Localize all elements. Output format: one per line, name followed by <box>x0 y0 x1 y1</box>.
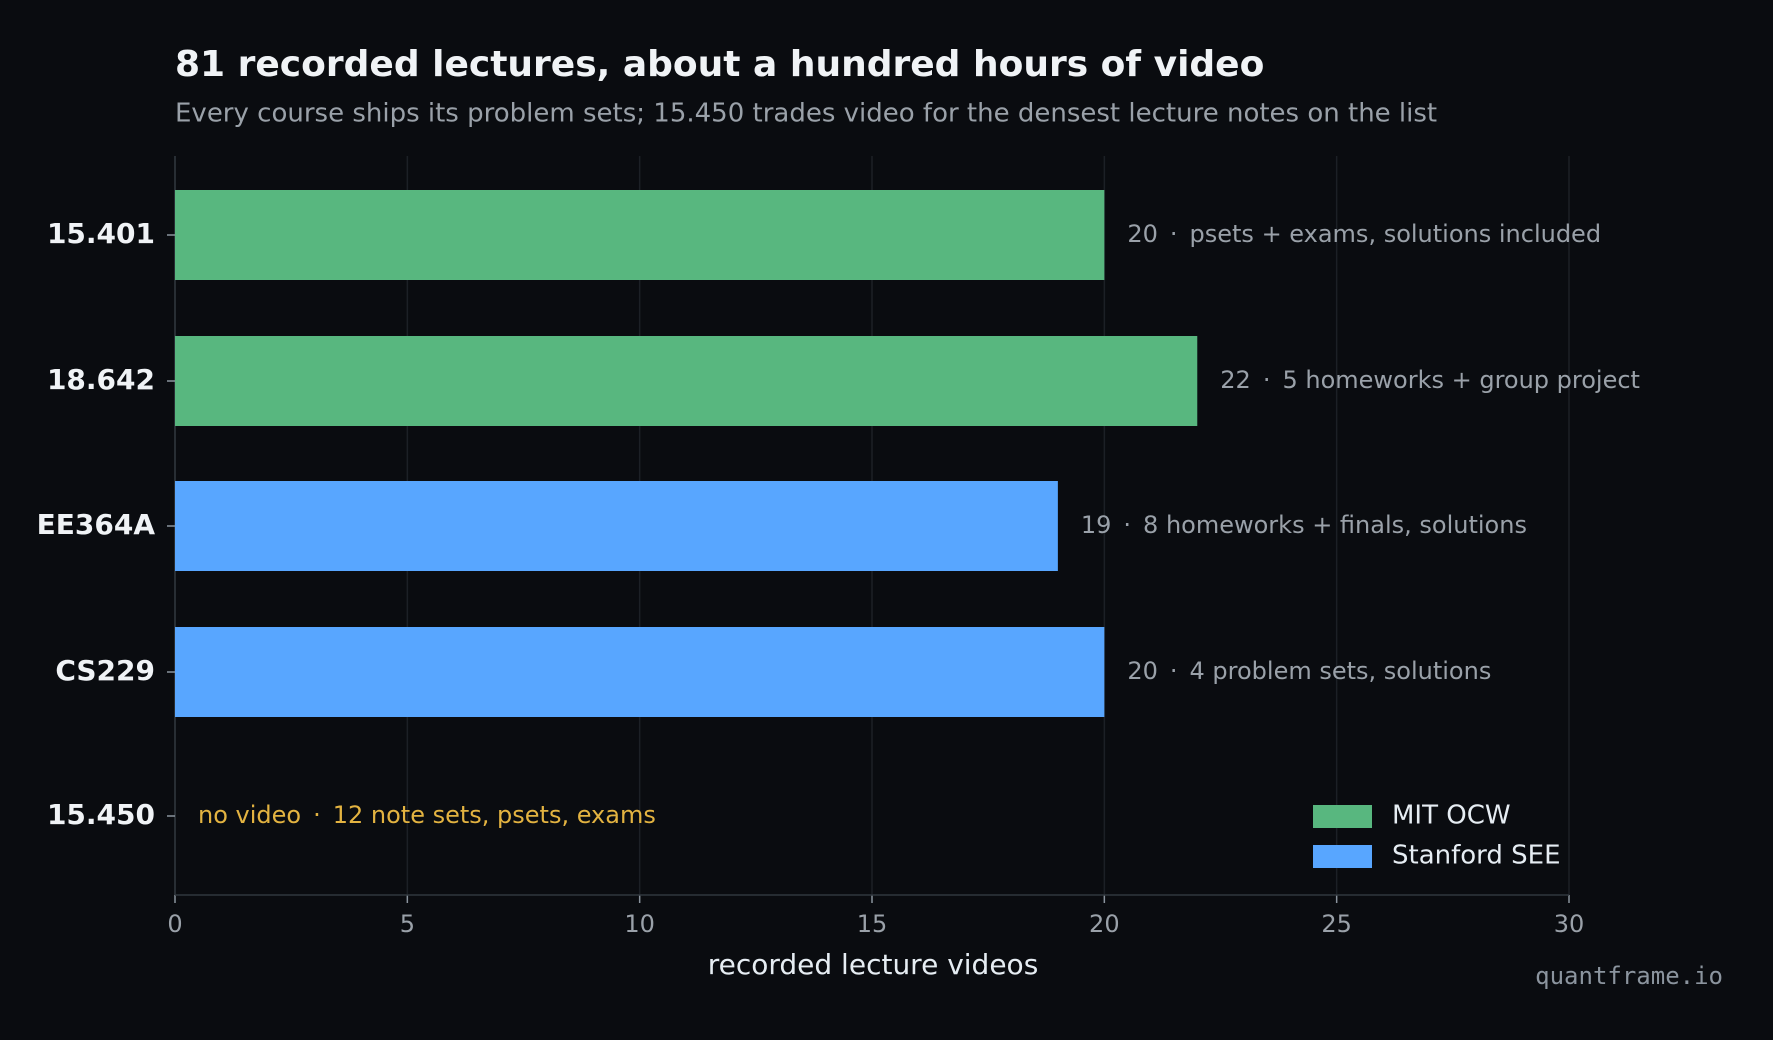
note: 5 homeworks + group project <box>1282 366 1640 394</box>
x-tick-label: 10 <box>624 910 655 938</box>
separator: · <box>1170 220 1178 248</box>
x-tick-label: 0 <box>167 910 182 938</box>
chart-title: 81 recorded lectures, about a hundred ho… <box>175 44 1264 85</box>
x-axis-label: recorded lecture videos <box>708 948 1039 981</box>
x-tick-label: 20 <box>1089 910 1120 938</box>
separator: · <box>1123 511 1131 539</box>
y-tick-label: CS229 <box>55 654 155 687</box>
x-tick-label: 5 <box>400 910 415 938</box>
legend-label: MIT OCW <box>1392 801 1511 831</box>
x-tick-label: 25 <box>1321 910 1352 938</box>
separator: · <box>1263 366 1271 394</box>
value-label: 19 <box>1081 511 1112 539</box>
note: 4 problem sets, solutions <box>1190 657 1492 685</box>
bar-label: 20 · psets + exams, solutions included <box>1127 220 1601 248</box>
bar <box>175 481 1058 571</box>
chart-subtitle: Every course ships its problem sets; 15.… <box>175 99 1437 129</box>
note: psets + exams, solutions included <box>1190 220 1602 248</box>
bar-label: 19 · 8 homeworks + finals, solutions <box>1081 511 1527 539</box>
x-tick-label: 15 <box>857 910 888 938</box>
y-tick-label: 15.401 <box>47 217 155 250</box>
y-tick-label: 15.450 <box>47 798 155 831</box>
bar-label: 20 · 4 problem sets, solutions <box>1127 657 1491 685</box>
note: 8 homeworks + finals, solutions <box>1143 511 1527 539</box>
value-label: 22 <box>1220 366 1251 394</box>
y-tick-label: EE364A <box>37 508 156 541</box>
note: 12 note sets, psets, exams <box>333 801 656 829</box>
watermark: quantframe.io <box>1535 962 1723 990</box>
y-tick-label: 18.642 <box>47 363 155 396</box>
separator: · <box>1170 657 1178 685</box>
value-label: 20 <box>1127 220 1158 248</box>
legend-swatch <box>1313 845 1372 868</box>
x-tick-label: 30 <box>1554 910 1585 938</box>
no-video-label: no video <box>198 801 301 829</box>
bar-label: no video · 12 note sets, psets, exams <box>198 801 656 829</box>
separator: · <box>313 801 321 829</box>
legend-label: Stanford SEE <box>1392 841 1561 871</box>
value-label: 20 <box>1127 657 1158 685</box>
bar <box>175 190 1105 280</box>
legend-swatch <box>1313 805 1372 828</box>
bar <box>175 336 1198 426</box>
bar-label: 22 · 5 homeworks + group project <box>1220 366 1640 394</box>
bar <box>175 627 1105 717</box>
